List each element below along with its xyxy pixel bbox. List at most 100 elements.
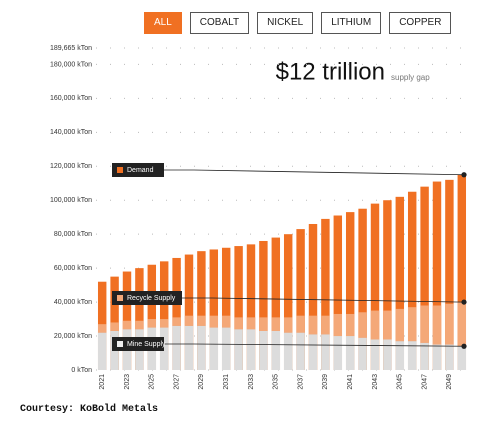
x-tick-label: 2047 — [421, 374, 428, 390]
legend-box — [112, 291, 182, 305]
y-tick-label: 140,000 kTon — [50, 129, 92, 136]
recycle-bar — [358, 312, 367, 338]
recycle-bar — [333, 313, 343, 337]
demand-bar — [420, 186, 429, 370]
legend-swatch — [117, 295, 123, 301]
caption: Courtesy: KoBold Metals — [20, 404, 159, 415]
mine-bar — [308, 334, 318, 370]
demand-bar — [221, 247, 231, 370]
recycle-bar — [432, 305, 442, 345]
mine-bar — [358, 337, 367, 370]
demand-bar — [122, 271, 132, 370]
recycle-bar — [221, 315, 231, 328]
mine-bar — [246, 329, 256, 370]
x-tick-label: 2031 — [223, 374, 230, 390]
recycle-bar — [110, 322, 119, 331]
recycle-bar — [122, 320, 132, 330]
mine-bar — [296, 332, 305, 370]
mine-bar — [345, 336, 355, 370]
mine-bar — [321, 334, 330, 370]
demand-bar — [283, 234, 293, 370]
mine-bar — [432, 344, 442, 370]
demand-bar — [209, 249, 219, 370]
recycle-bar — [457, 302, 467, 347]
demand-bar — [358, 208, 367, 370]
y-tick-label: 100,000 kTon — [50, 197, 92, 204]
mine-bar — [395, 341, 405, 370]
legend-box — [112, 337, 164, 351]
x-tick-label: 2041 — [347, 374, 354, 390]
recycle-bar — [383, 310, 392, 340]
recycle-bar — [197, 315, 206, 326]
demand-bar — [159, 261, 169, 370]
recycle-bar — [209, 315, 219, 328]
mine-bar — [445, 344, 454, 370]
recycle-bar — [420, 305, 429, 343]
recycle-bar — [283, 317, 293, 333]
recycle-bar — [445, 303, 454, 345]
y-tick-label: 20,000 kTon — [54, 333, 92, 340]
mine-bar — [221, 327, 231, 370]
recycle-bar — [370, 310, 380, 340]
recycle-bar — [345, 313, 355, 337]
demand-bar — [234, 246, 243, 370]
mine-bar — [370, 339, 380, 370]
demand-bar — [308, 223, 318, 370]
mine-bar — [333, 336, 343, 370]
demand-bar — [246, 244, 256, 370]
filter-button[interactable]: COPPER — [389, 12, 452, 34]
filter-button[interactable]: LITHIUM — [321, 12, 382, 34]
mine-bar — [457, 346, 467, 370]
filter-button[interactable]: ALL — [144, 12, 182, 34]
demand-bar — [407, 191, 417, 370]
mine-bar — [234, 329, 243, 370]
demand-bar — [172, 257, 181, 370]
demand-bar — [259, 240, 268, 370]
recycle-bar — [271, 317, 281, 331]
mine-bar — [97, 332, 107, 370]
legend-swatch — [117, 341, 123, 347]
x-tick-label: 2043 — [372, 374, 379, 390]
demand-bar — [147, 264, 157, 370]
recycle-bar — [296, 315, 305, 333]
mine-bar — [184, 325, 194, 370]
recycle-bar — [159, 319, 169, 328]
demand-bar — [432, 181, 442, 370]
y-tick-label: 160,000 kTon — [50, 95, 92, 102]
x-tick-label: 2029 — [198, 374, 205, 390]
leader-line — [164, 343, 465, 347]
recycle-bar — [321, 315, 330, 335]
mine-bar — [159, 327, 169, 370]
x-tick-label: 2025 — [149, 374, 156, 390]
x-tick-label: 2033 — [248, 374, 255, 390]
recycle-bar — [135, 320, 144, 330]
recycle-bar — [407, 307, 417, 342]
mine-bar — [420, 342, 429, 370]
mine-bar — [283, 332, 293, 370]
mine-bar — [383, 339, 392, 370]
x-tick-label: 2021 — [99, 374, 106, 390]
demand-bar — [457, 174, 467, 370]
demand-bar — [345, 212, 355, 370]
demand-bar — [370, 203, 380, 370]
recycle-bar — [259, 317, 268, 331]
y-tick-label: 189,665 kTon — [50, 45, 92, 52]
mine-bar — [271, 330, 281, 370]
demand-bar — [445, 179, 454, 370]
filter-button[interactable]: COBALT — [189, 12, 250, 34]
recycle-bar — [172, 317, 181, 326]
y-tick-label: 80,000 kTon — [54, 231, 92, 238]
leader-line — [164, 169, 465, 176]
legend-label: Recycle Supply — [127, 295, 176, 302]
filter-button[interactable]: NICKEL — [257, 12, 314, 34]
demand-bar — [333, 215, 343, 370]
leader-dot — [461, 299, 467, 305]
demand-bar — [321, 218, 330, 370]
legend-label: Mine Supply — [127, 341, 166, 348]
x-tick-label: 2037 — [297, 374, 304, 390]
y-tick-label: 60,000 kTon — [54, 265, 92, 272]
legend-box — [112, 163, 164, 177]
mine-bar — [197, 325, 206, 370]
mine-bar — [172, 325, 181, 370]
